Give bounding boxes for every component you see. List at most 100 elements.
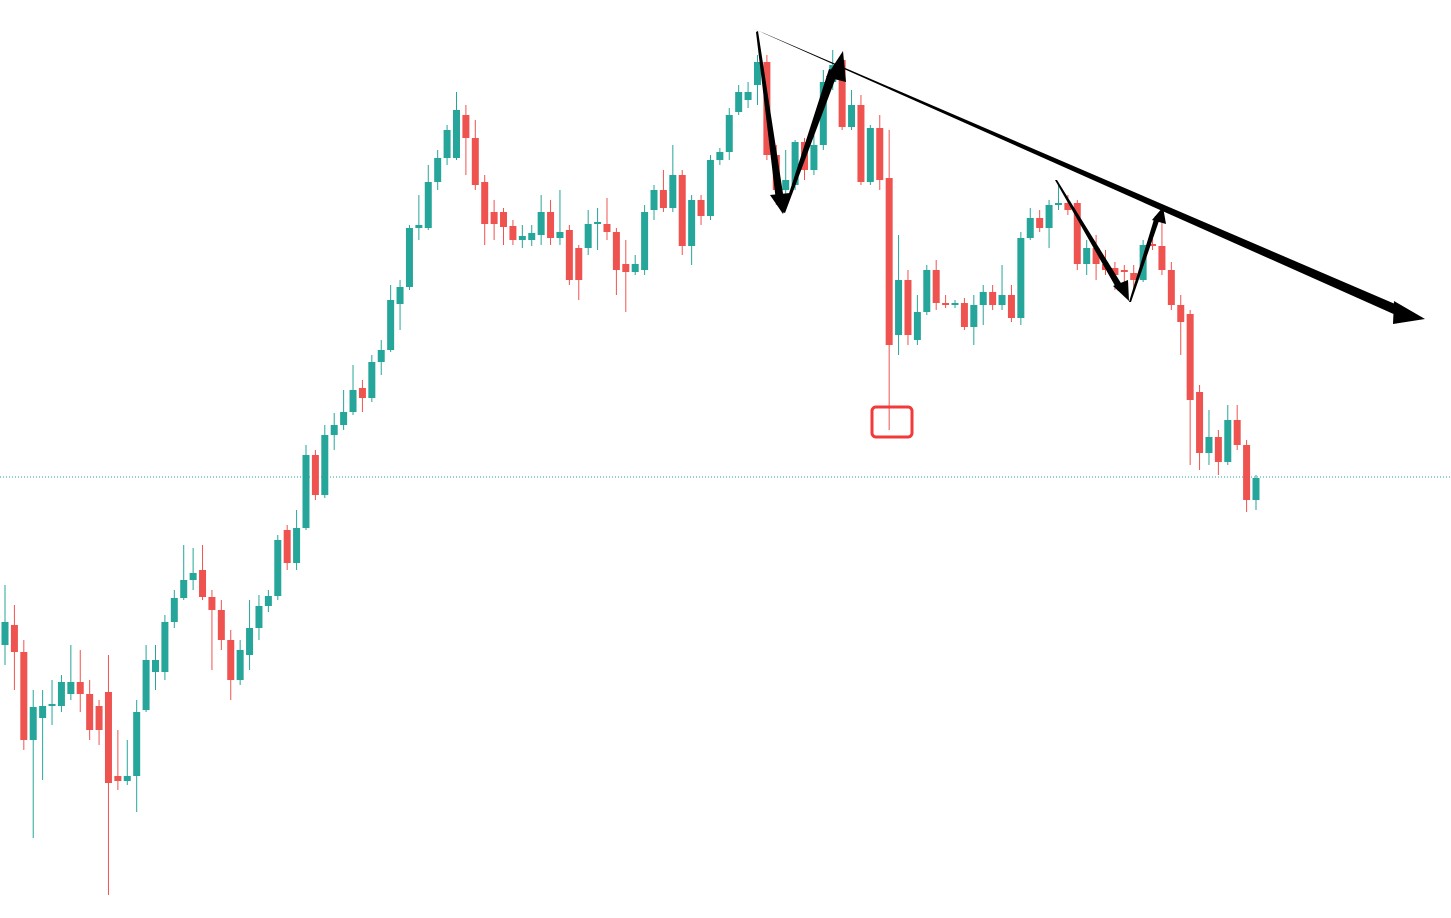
candle-body bbox=[932, 270, 940, 303]
zigzag-head-2 bbox=[826, 51, 846, 82]
candle-body bbox=[1092, 248, 1100, 264]
candle-body bbox=[819, 82, 827, 145]
candle-body bbox=[415, 225, 423, 228]
candle-body bbox=[76, 682, 84, 694]
candle-body bbox=[1243, 445, 1251, 500]
candle-body bbox=[377, 350, 385, 362]
candle-body bbox=[86, 694, 94, 730]
candle-body bbox=[462, 115, 470, 138]
candle-body bbox=[490, 212, 498, 224]
candle-body bbox=[904, 280, 912, 335]
candle-body bbox=[387, 300, 395, 350]
candle-body bbox=[1252, 478, 1260, 500]
candle-body bbox=[1130, 273, 1138, 280]
candle-body bbox=[330, 425, 338, 435]
candle-body bbox=[979, 292, 987, 305]
candle-body bbox=[217, 610, 225, 640]
candle-body bbox=[208, 597, 216, 610]
candle-body bbox=[424, 182, 432, 228]
annotations bbox=[752, 28, 1425, 439]
candle-body bbox=[706, 160, 714, 216]
candle-body bbox=[791, 142, 799, 185]
candle-body bbox=[123, 776, 131, 781]
candle-body bbox=[57, 682, 65, 706]
candle-body bbox=[1007, 295, 1015, 318]
trend-arrow-head bbox=[1393, 301, 1425, 324]
candle-body bbox=[631, 264, 639, 272]
candle-body bbox=[810, 145, 818, 170]
candle-body bbox=[716, 152, 724, 160]
candle-body bbox=[1045, 205, 1053, 228]
candle-body bbox=[283, 530, 291, 563]
candle-body bbox=[500, 212, 508, 227]
candle-body bbox=[1026, 218, 1034, 238]
candle-body bbox=[782, 180, 790, 190]
candle-body bbox=[697, 200, 705, 216]
highlight-box bbox=[870, 405, 914, 439]
candle-body bbox=[1054, 203, 1062, 205]
candle-body bbox=[48, 704, 56, 706]
candle-body bbox=[556, 232, 564, 238]
candle-body bbox=[1167, 270, 1175, 305]
candle-body bbox=[321, 435, 329, 495]
candle-body bbox=[114, 776, 122, 781]
candle-body bbox=[1111, 268, 1119, 275]
candle-body bbox=[895, 280, 903, 335]
candle-body bbox=[1064, 203, 1072, 210]
candle-body bbox=[575, 248, 583, 280]
candle-body bbox=[311, 455, 319, 495]
candle-body bbox=[340, 412, 348, 425]
candle-body bbox=[10, 625, 18, 652]
candle-body bbox=[29, 707, 37, 740]
candle-body bbox=[1149, 244, 1157, 246]
zigzag-down-1 bbox=[756, 31, 784, 201]
candle-body bbox=[1196, 392, 1204, 453]
candle-body bbox=[509, 226, 517, 240]
candle-body bbox=[274, 540, 282, 596]
candle-body bbox=[1186, 314, 1194, 400]
candle-body bbox=[650, 190, 658, 210]
candle-body bbox=[1, 622, 9, 645]
candle-body bbox=[246, 628, 254, 655]
candle-body bbox=[753, 62, 761, 85]
candle-body bbox=[594, 222, 602, 224]
candle-body bbox=[857, 105, 865, 182]
zigzag-down-2 bbox=[1055, 180, 1124, 291]
zigzag-head-1 bbox=[770, 193, 790, 214]
candle-body bbox=[142, 660, 150, 710]
candle-body bbox=[603, 224, 611, 232]
candle-body bbox=[537, 212, 545, 235]
candle-body bbox=[659, 190, 667, 208]
candle-body bbox=[227, 640, 235, 680]
candle-body bbox=[612, 232, 620, 270]
candle-body bbox=[998, 295, 1006, 305]
candle-body bbox=[481, 182, 489, 224]
candle-body bbox=[641, 212, 649, 270]
candle-body bbox=[951, 303, 959, 305]
candle-body bbox=[104, 692, 112, 783]
candle-body bbox=[622, 264, 630, 272]
candle-body bbox=[960, 303, 968, 327]
candle-body bbox=[744, 92, 752, 100]
zigzag-head-3 bbox=[1113, 280, 1129, 301]
candle-body bbox=[1205, 437, 1213, 453]
candle-body bbox=[133, 712, 141, 776]
candle-body bbox=[913, 312, 921, 340]
candle-body bbox=[67, 682, 75, 694]
candle-body bbox=[518, 236, 526, 240]
candle-body bbox=[1224, 420, 1232, 462]
candle-body bbox=[1214, 437, 1222, 462]
candle-body bbox=[1233, 420, 1241, 445]
candle-body bbox=[443, 130, 451, 158]
candle-body bbox=[989, 292, 997, 305]
candle-body bbox=[349, 390, 357, 412]
candle-body bbox=[170, 598, 178, 622]
candle-body bbox=[678, 175, 686, 246]
candle-body bbox=[293, 528, 301, 563]
candle-body bbox=[970, 305, 978, 327]
candle-body bbox=[885, 178, 893, 345]
zigzag-up-1 bbox=[783, 69, 838, 213]
candle-body bbox=[161, 622, 169, 672]
candle-body bbox=[1158, 246, 1166, 270]
candle-body bbox=[199, 570, 207, 597]
